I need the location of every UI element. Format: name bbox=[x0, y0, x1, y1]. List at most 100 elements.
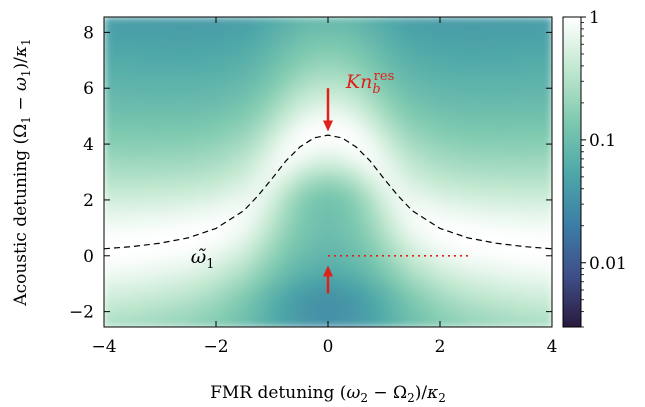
heatmap-cell bbox=[432, 117, 441, 127]
heatmap-cell bbox=[240, 311, 249, 320]
heatmap-cell bbox=[216, 234, 225, 243]
heatmap-cell bbox=[416, 172, 425, 181]
heatmap-cell bbox=[392, 319, 401, 327]
heatmap-cell bbox=[520, 179, 529, 189]
heatmap-cell bbox=[496, 79, 505, 88]
heatmap-cell bbox=[256, 311, 265, 320]
heatmap-cell bbox=[464, 303, 473, 313]
heatmap-cell bbox=[224, 40, 233, 49]
heatmap-cell bbox=[408, 179, 417, 189]
heatmap-cell bbox=[440, 17, 449, 26]
heatmap-cell bbox=[480, 303, 489, 313]
heatmap-cell bbox=[288, 125, 297, 134]
heatmap-cell bbox=[512, 86, 521, 96]
heatmap-cell bbox=[128, 79, 137, 88]
heatmap-cell bbox=[384, 79, 393, 88]
heatmap-cell bbox=[352, 63, 361, 72]
heatmap-cell bbox=[296, 141, 305, 150]
heatmap-cell bbox=[520, 148, 529, 158]
heatmap-cell bbox=[408, 296, 417, 305]
heatmap-cell bbox=[384, 86, 393, 96]
heatmap-cell bbox=[136, 24, 145, 34]
heatmap-cell bbox=[488, 187, 497, 196]
heatmap-cell bbox=[520, 164, 529, 173]
heatmap-cell bbox=[448, 55, 457, 65]
heatmap-cell bbox=[312, 71, 321, 80]
heatmap-cell bbox=[200, 141, 209, 150]
heatmap-cell bbox=[336, 141, 345, 150]
heatmap-cell bbox=[376, 110, 385, 119]
heatmap-cell bbox=[416, 156, 425, 165]
heatmap-cell bbox=[136, 125, 145, 134]
heatmap-cell bbox=[160, 210, 169, 220]
heatmap-cell bbox=[216, 133, 225, 142]
heatmap-cell bbox=[368, 210, 377, 220]
heatmap-cell bbox=[120, 102, 129, 111]
annotations bbox=[323, 88, 333, 294]
x-axis-label: FMR detuning (ω2 − Ω2)/κ2 bbox=[210, 383, 446, 405]
heatmap-cell bbox=[112, 234, 121, 243]
heatmap-cell bbox=[184, 24, 193, 34]
heatmap-cell bbox=[344, 110, 353, 119]
heatmap-cell bbox=[136, 257, 145, 266]
heatmap-cell bbox=[400, 319, 409, 327]
heatmap-cell bbox=[256, 17, 265, 26]
heatmap-cell bbox=[112, 24, 121, 34]
heatmap-cell bbox=[160, 303, 169, 313]
heatmap-cell bbox=[176, 241, 185, 251]
heatmap-cell bbox=[416, 311, 425, 320]
heatmap-cell bbox=[304, 311, 313, 320]
heatmap-cell bbox=[312, 265, 321, 274]
heatmap-cell bbox=[536, 226, 545, 235]
heatmap-cell bbox=[392, 164, 401, 173]
heatmap-cell bbox=[440, 40, 449, 49]
heatmap-cell bbox=[264, 63, 273, 72]
heatmap-cell bbox=[248, 257, 257, 266]
heatmap-cell bbox=[280, 125, 289, 134]
heatmap-cell bbox=[320, 218, 329, 227]
heatmap-cell bbox=[440, 24, 449, 34]
heatmap-cell bbox=[520, 311, 529, 320]
heatmap-cell bbox=[488, 125, 497, 134]
heatmap-cell bbox=[224, 63, 233, 72]
heatmap-cell bbox=[200, 133, 209, 142]
heatmap-cell bbox=[144, 319, 153, 327]
heatmap-cell bbox=[192, 117, 201, 127]
heatmap-cell bbox=[200, 210, 209, 220]
heatmap-cell bbox=[520, 156, 529, 165]
heatmap-cell bbox=[392, 48, 401, 57]
heatmap-cells bbox=[104, 17, 552, 327]
heatmap-cell bbox=[144, 195, 153, 204]
heatmap-cell bbox=[136, 63, 145, 72]
heatmap-cell bbox=[512, 288, 521, 297]
heatmap-cell bbox=[232, 195, 241, 204]
heatmap-cell bbox=[120, 319, 129, 327]
heatmap-cell bbox=[280, 102, 289, 111]
heatmap-cell bbox=[280, 40, 289, 49]
heatmap-cell bbox=[152, 257, 161, 266]
heatmap-cell bbox=[320, 79, 329, 88]
heatmap-cell bbox=[440, 86, 449, 96]
heatmap-cell bbox=[168, 156, 177, 165]
heatmap-cell bbox=[528, 187, 537, 196]
heatmap-cell bbox=[312, 210, 321, 220]
heatmap-cell bbox=[360, 110, 369, 119]
heatmap-cell bbox=[256, 303, 265, 313]
heatmap-cell bbox=[184, 94, 193, 103]
heatmap-cell bbox=[192, 164, 201, 173]
heatmap-cell bbox=[152, 86, 161, 96]
heatmap-cell bbox=[416, 164, 425, 173]
heatmap-cell bbox=[296, 288, 305, 297]
heatmap-cell bbox=[264, 303, 273, 313]
heatmap-cell bbox=[296, 86, 305, 96]
heatmap-cell bbox=[544, 226, 552, 235]
heatmap-cell bbox=[264, 234, 273, 243]
heatmap-cell bbox=[328, 156, 337, 165]
heatmap-cell bbox=[496, 24, 505, 34]
heatmap-cell bbox=[448, 40, 457, 49]
heatmap-cell bbox=[288, 141, 297, 150]
heatmap-cell bbox=[296, 203, 305, 212]
heatmap-cell bbox=[112, 32, 121, 41]
heatmap-cell bbox=[368, 156, 377, 165]
heatmap-cell bbox=[352, 226, 361, 235]
